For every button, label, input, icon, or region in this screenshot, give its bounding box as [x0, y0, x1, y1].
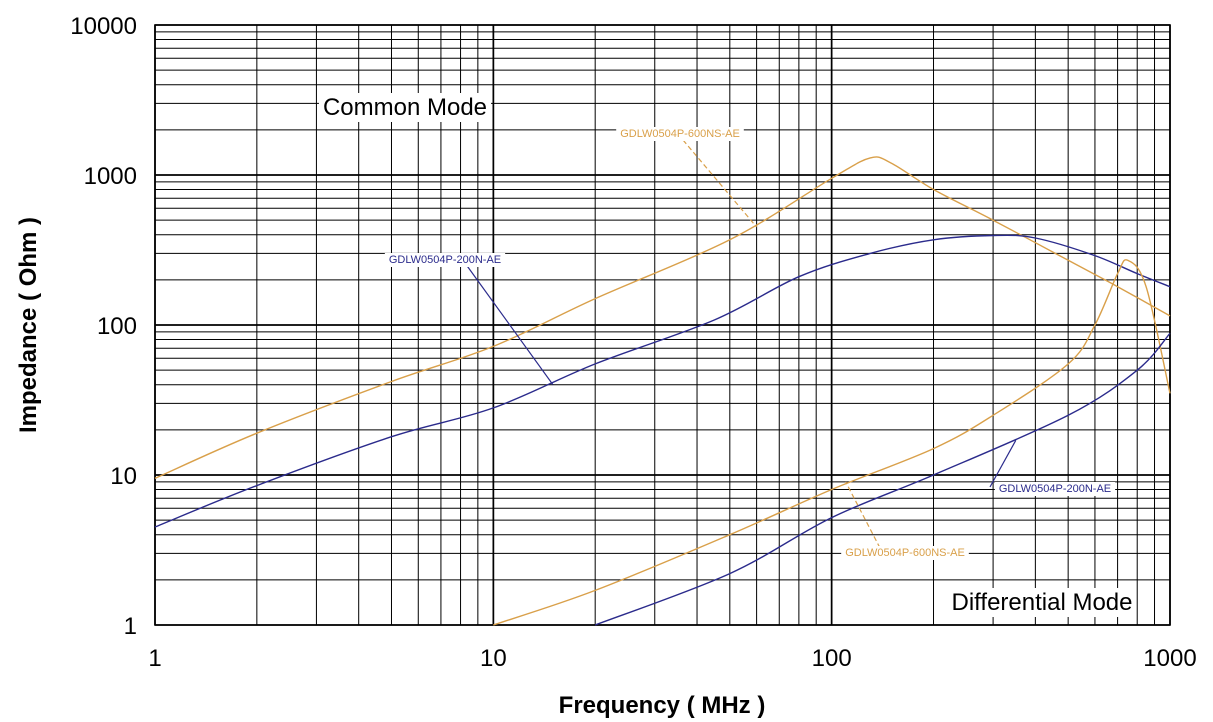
series-line-common-gdlw0504p-200n-ae [154, 234, 1171, 528]
x-axis-title: Frequency ( MHz ) [559, 692, 766, 719]
callout-leader-common-600ns [682, 139, 758, 228]
series-line-differential-gdlw0504p-200n-ae [594, 332, 1171, 626]
callout-differential-600ns-background [841, 546, 969, 560]
plot-border [154, 24, 1171, 626]
x-tick-label: 100 [812, 645, 852, 672]
series-line-common-gdlw0504p-600ns-ae [154, 156, 1171, 479]
y-tick-label: 1000 [84, 163, 137, 190]
differential-mode-label: Differential Mode [952, 589, 1133, 616]
tick-labels: 1 10 100 1000 1 10 100 1000 10000 [70, 13, 1196, 672]
differential-mode-label-background [947, 588, 1137, 617]
y-tick-label: 100 [97, 313, 137, 340]
callout-leader-differential-600ns [845, 481, 881, 549]
y-tick-label: 1 [124, 613, 137, 640]
callout-differential-200n: GDLW0504P-200N-AE [999, 483, 1111, 495]
x-tick-label: 10 [480, 645, 507, 672]
common-mode-label-background [318, 93, 492, 122]
annotations: Common Mode Differential Mode GDLW0504P-60… [318, 93, 1137, 617]
common-mode-label: Common Mode [323, 94, 487, 121]
series-lines [154, 156, 1171, 626]
grid [154, 24, 1171, 626]
callout-common-200n: GDLW0504P-200N-AE [389, 254, 501, 266]
callout-differential-600ns: GDLW0504P-600NS-AE [845, 547, 965, 559]
callout-leader-common-200n [464, 262, 554, 386]
x-tick-label: 1 [148, 645, 161, 672]
callout-leader-differential-200n [989, 440, 1017, 488]
callout-common-200n-background [384, 253, 506, 267]
y-tick-label: 10 [110, 463, 137, 490]
y-axis-title: Impedance ( Ohm ) [15, 217, 42, 433]
x-tick-label: 1000 [1143, 645, 1196, 672]
series-line-differential-gdlw0504p-600ns-ae [493, 259, 1171, 626]
callout-common-600ns-background [616, 127, 744, 141]
callout-common-600ns: GDLW0504P-600NS-AE [620, 128, 740, 140]
y-tick-label: 10000 [70, 13, 137, 40]
callout-differential-200n-background [994, 482, 1116, 496]
